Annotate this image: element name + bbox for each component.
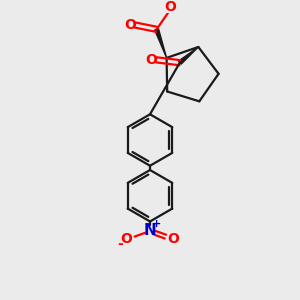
Text: -: - (117, 237, 123, 251)
Polygon shape (178, 47, 198, 64)
Polygon shape (155, 29, 167, 58)
Text: O: O (167, 232, 179, 246)
Text: O: O (164, 0, 176, 14)
Text: O: O (124, 18, 136, 32)
Text: N: N (144, 223, 156, 238)
Text: +: + (152, 219, 161, 229)
Text: O: O (145, 53, 157, 67)
Text: O: O (121, 232, 133, 246)
